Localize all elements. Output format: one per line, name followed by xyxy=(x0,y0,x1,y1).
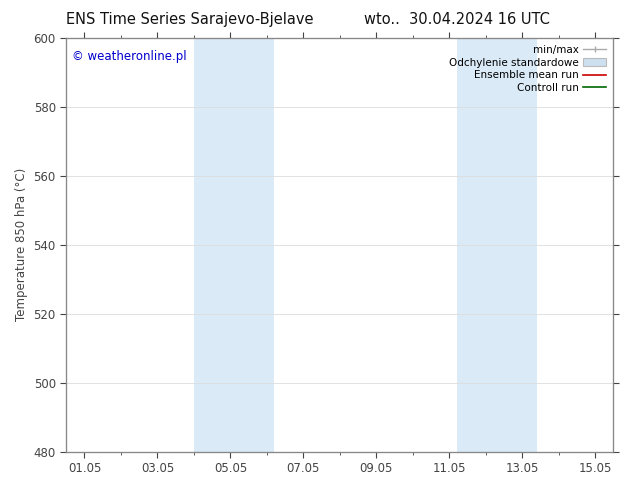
Legend: min/max, Odchylenie standardowe, Ensemble mean run, Controll run: min/max, Odchylenie standardowe, Ensembl… xyxy=(447,43,608,95)
Bar xyxy=(456,38,537,452)
Text: © weatheronline.pl: © weatheronline.pl xyxy=(72,50,186,63)
Bar xyxy=(194,38,274,452)
Text: wto..  30.04.2024 16 UTC: wto.. 30.04.2024 16 UTC xyxy=(363,12,550,27)
Text: ENS Time Series Sarajevo-Bjelave: ENS Time Series Sarajevo-Bjelave xyxy=(67,12,314,27)
Y-axis label: Temperature 850 hPa (°C): Temperature 850 hPa (°C) xyxy=(15,168,28,321)
